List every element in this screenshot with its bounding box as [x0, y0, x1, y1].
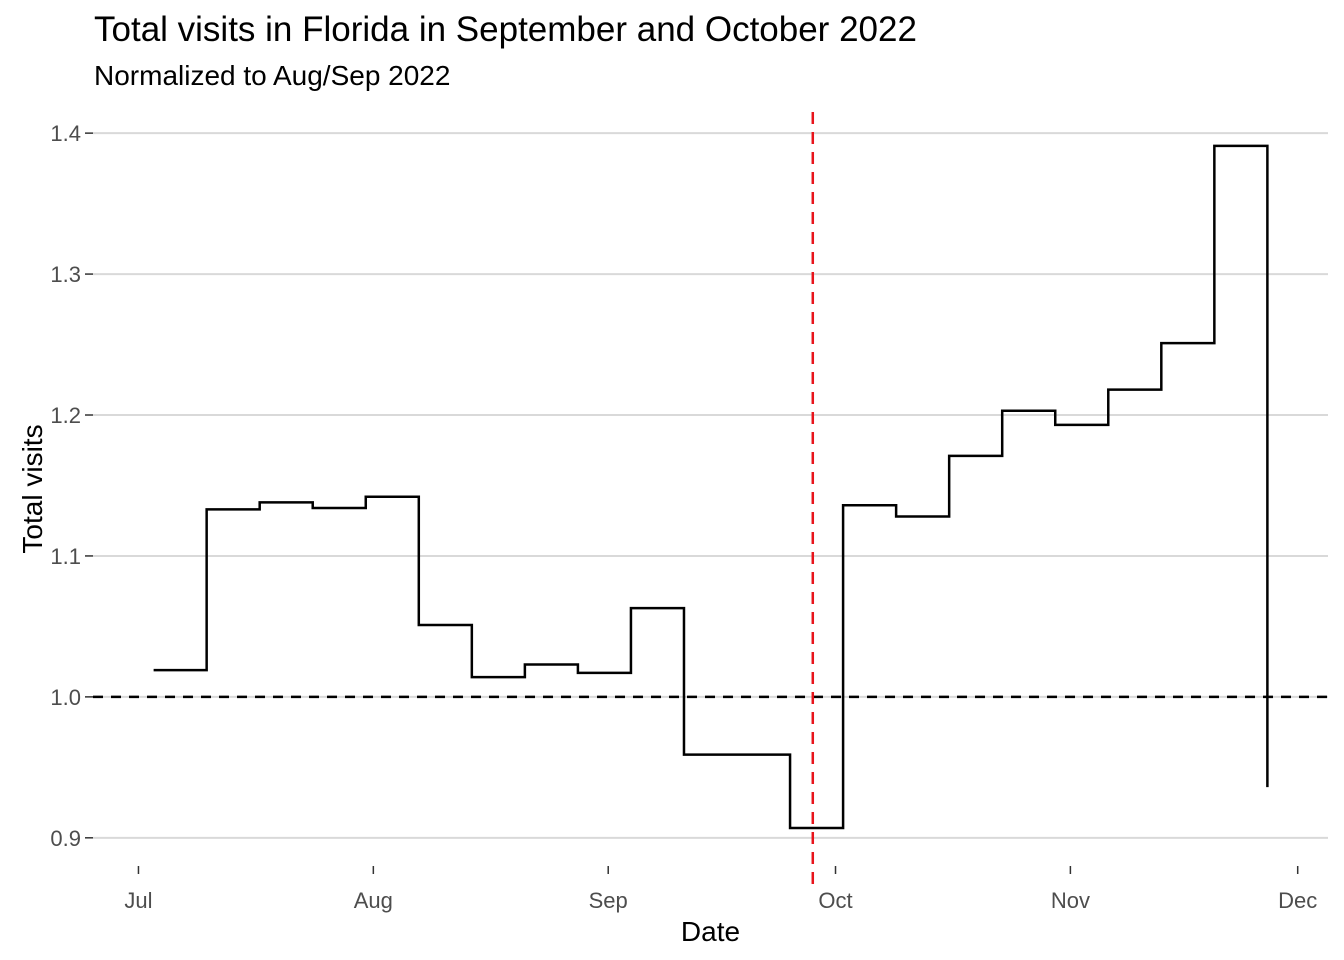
x-tick-label: Oct	[818, 888, 852, 913]
x-tick-label: Dec	[1278, 888, 1317, 913]
y-tick-label: 1.0	[50, 685, 81, 710]
x-axis-title: Date	[681, 916, 740, 947]
chart-subtitle: Normalized to Aug/Sep 2022	[94, 60, 451, 91]
x-axis: Jul Aug Sep Oct Nov Dec	[124, 866, 1317, 913]
x-tick-label: Aug	[354, 888, 393, 913]
y-gridlines	[93, 132, 1328, 839]
x-tick-label: Nov	[1051, 888, 1090, 913]
y-tick-label: 1.3	[50, 262, 81, 287]
x-tick-label: Jul	[124, 888, 152, 913]
chart-title: Total visits in Florida in September and…	[94, 10, 917, 49]
y-tick-label: 1.1	[50, 544, 81, 569]
x-tick-label: Sep	[589, 888, 628, 913]
y-axis-title: Total visits	[17, 424, 48, 553]
y-tick-label: 0.9	[50, 826, 81, 851]
series-line	[153, 144, 1269, 830]
y-axis: 0.9 1.0 1.1 1.2 1.3 1.4	[50, 121, 93, 851]
y-tick-label: 1.2	[50, 403, 81, 428]
series-group	[153, 144, 1269, 830]
y-tick-label: 1.4	[50, 121, 81, 146]
reference-lines	[93, 112, 1328, 886]
